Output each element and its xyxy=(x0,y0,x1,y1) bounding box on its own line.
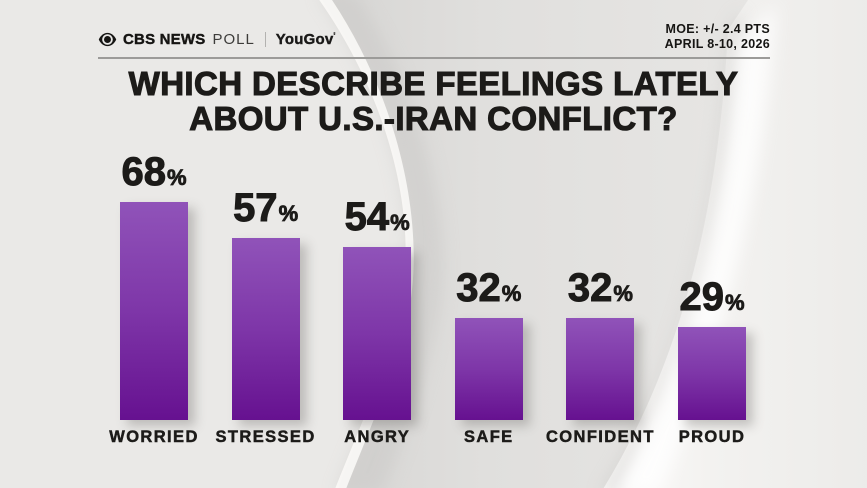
bar xyxy=(343,247,412,420)
bar-value-number: 57 xyxy=(233,186,278,230)
bar-group: 57% STRESSED xyxy=(186,186,346,447)
cbs-eye-icon xyxy=(98,32,117,46)
bar-category-label: SAFE xyxy=(463,428,514,447)
header-rule xyxy=(98,57,770,59)
bar xyxy=(566,318,635,420)
date-line: APRIL 8-10, 2026 xyxy=(664,37,770,51)
bar xyxy=(678,327,746,420)
bar-category-label: PROUD xyxy=(678,428,746,447)
bar xyxy=(231,238,300,420)
bar-value-percent: % xyxy=(166,165,187,191)
bar-value-label: 29% xyxy=(679,275,745,322)
brand-lockup: CBS NEWS POLL YouGov' xyxy=(98,28,336,50)
bar-group: 54% ANGRY xyxy=(297,195,457,446)
yougov-trademark: ' xyxy=(333,30,336,41)
title-line-1: WHICH DESCRIBE FEELINGS LATELY xyxy=(128,65,739,102)
bar-value-number: 32 xyxy=(456,266,501,310)
moe-block: MOE: +/- 2.4 PTS APRIL 8-10, 2026 xyxy=(665,22,770,52)
bar-value-percent: % xyxy=(613,281,633,307)
bar-category-label: CONFIDENT xyxy=(545,428,655,447)
brand-separator xyxy=(264,31,266,47)
bar-category-label: WORRIED xyxy=(109,428,199,447)
bar-category-label: STRESSED xyxy=(215,428,316,447)
bar-value-percent: % xyxy=(501,281,522,307)
bar-value-label: 68% xyxy=(121,150,187,197)
bar-value-percent: % xyxy=(390,210,410,236)
bar-value-number: 54 xyxy=(344,195,390,239)
brand-cbs-news: CBS NEWS xyxy=(123,30,206,48)
page-title: WHICH DESCRIBE FEELINGS LATELY ABOUT U.S… xyxy=(0,65,867,137)
bar-value-label: 32% xyxy=(456,266,522,313)
bar-group: 32% CONFIDENT xyxy=(520,266,680,447)
bar-group: 32% SAFE xyxy=(409,266,569,446)
bar-value-number: 29 xyxy=(679,275,724,319)
bar-value-percent: % xyxy=(278,201,299,227)
bar-group: 29% PROUD xyxy=(632,275,792,446)
bar-value-label: 32% xyxy=(567,266,633,313)
brand-yougov: YouGov' xyxy=(275,30,336,48)
bar-group: 68% WORRIED xyxy=(74,150,234,447)
bar-value-label: 54% xyxy=(344,195,410,242)
bar-value-percent: % xyxy=(724,290,745,316)
bar-value-label: 57% xyxy=(233,186,299,233)
bar-value-number: 32 xyxy=(567,266,613,310)
title-line-2: ABOUT U.S.-IRAN CONFLICT? xyxy=(189,100,678,137)
bar-value-number: 68 xyxy=(121,150,166,194)
brand-poll: POLL xyxy=(212,30,255,48)
moe-line: MOE: +/- 2.4 PTS xyxy=(665,22,770,36)
bar xyxy=(454,318,523,420)
bar xyxy=(120,202,188,420)
bar-category-label: ANGRY xyxy=(344,428,411,447)
